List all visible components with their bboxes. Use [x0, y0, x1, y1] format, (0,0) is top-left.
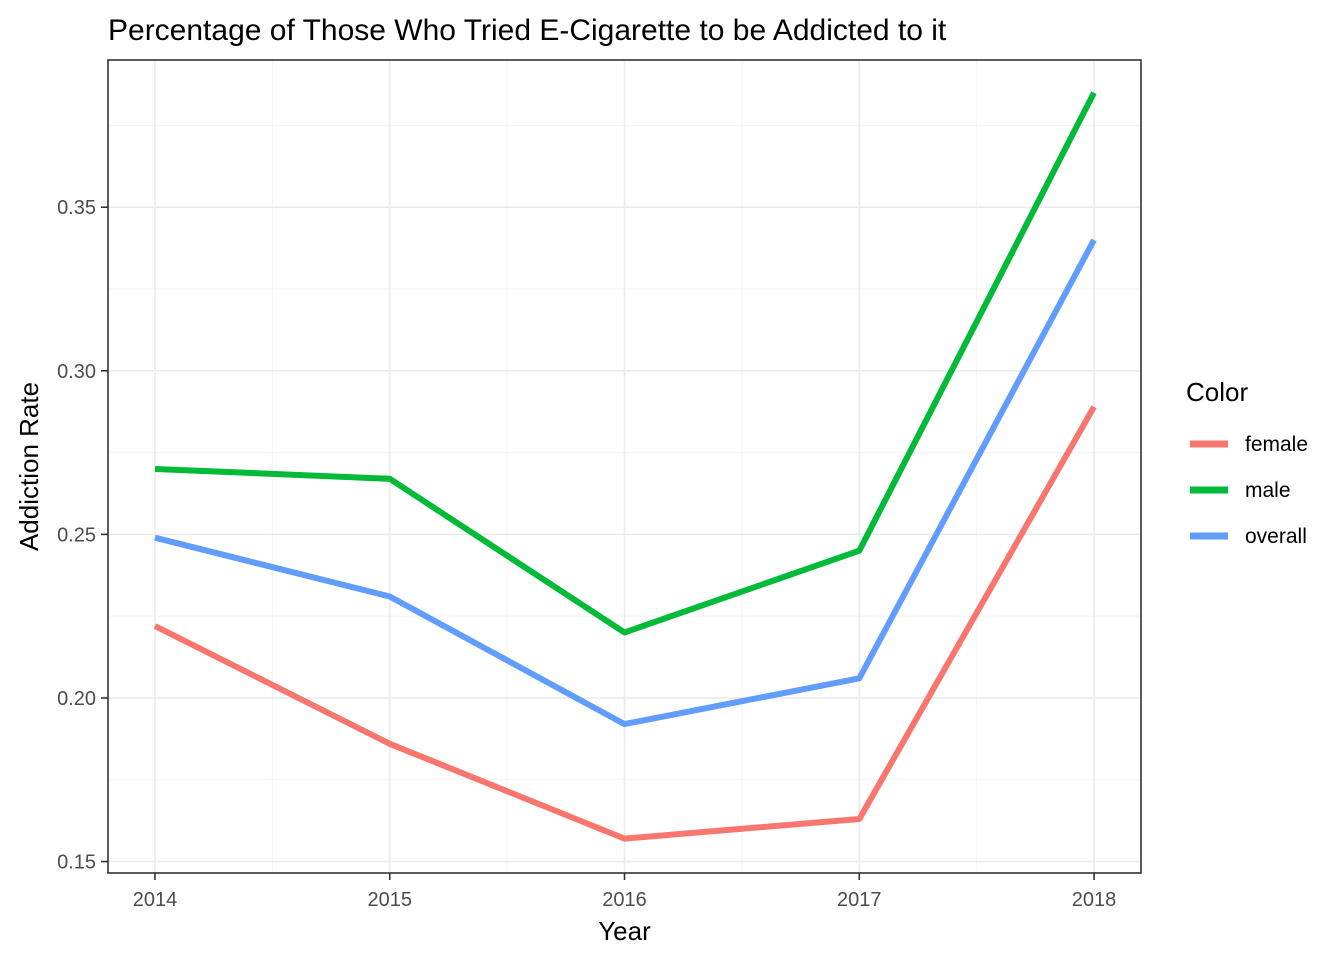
series-line-male [154, 91, 1097, 636]
legend-label-male: male [1245, 479, 1291, 502]
y-axis-title: Addiction Rate [14, 382, 44, 551]
x-tick-label: 2017 [837, 889, 882, 911]
legend: Color female male overall [1186, 377, 1308, 548]
y-tick-label: 0.20 [57, 688, 96, 710]
x-tick-label: 2014 [133, 889, 178, 911]
y-tick-label: 0.35 [57, 197, 96, 219]
y-tick-label: 0.30 [57, 361, 96, 383]
x-tick-label: 2015 [367, 889, 412, 911]
grid [108, 60, 1141, 873]
legend-label-overall: overall [1245, 525, 1307, 548]
legend-label-female: female [1245, 433, 1308, 456]
series-line-overall [154, 238, 1097, 728]
x-axis-title: Year [598, 916, 651, 946]
x-tick-label: 2018 [1072, 889, 1117, 911]
legend-title: Color [1186, 377, 1248, 407]
axes: 2014 2015 2016 2017 2018 0.15 0.20 0.25 0.30 0.35 [57, 197, 1116, 911]
x-tick-label: 2016 [602, 889, 647, 911]
y-tick-label: 0.25 [57, 524, 96, 546]
series-line-female [153, 405, 1097, 842]
chart-title: Percentage of Those Who Tried E-Cigarett… [108, 14, 947, 47]
y-tick-label: 0.15 [57, 852, 96, 874]
series-lines [153, 91, 1097, 842]
